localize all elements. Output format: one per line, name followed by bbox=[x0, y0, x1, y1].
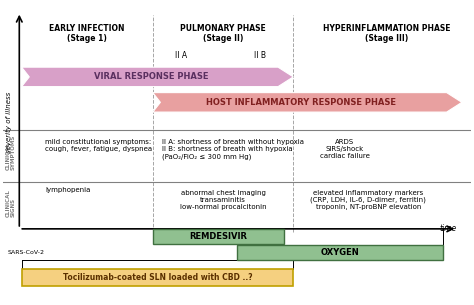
Text: severity of illness: severity of illness bbox=[6, 92, 11, 153]
Text: CLINICAL
SIGNS: CLINICAL SIGNS bbox=[5, 189, 16, 217]
FancyBboxPatch shape bbox=[22, 269, 293, 286]
Text: REMDESIVIR: REMDESIVIR bbox=[189, 232, 247, 241]
Text: abnormal chest imaging
transaminitis
low-normal procalcitonin: abnormal chest imaging transaminitis low… bbox=[180, 190, 266, 210]
Text: elevated inflammatory markers
(CRP, LDH, IL-6, D-dimer, ferritin)
troponin, NT-p: elevated inflammatory markers (CRP, LDH,… bbox=[310, 190, 426, 210]
Text: VIRAL RESPONSE PHASE: VIRAL RESPONSE PHASE bbox=[94, 72, 209, 81]
Text: mild constitutional symptoms:
cough, fever, fatigue, dyspnea: mild constitutional symptoms: cough, fev… bbox=[45, 139, 152, 152]
Text: CLINICAL
SYMPTOMS: CLINICAL SYMPTOMS bbox=[5, 135, 16, 170]
Text: Tocilizumab-coated SLN loaded with CBD ..?: Tocilizumab-coated SLN loaded with CBD .… bbox=[63, 273, 252, 282]
Text: SARS-CoV-2: SARS-CoV-2 bbox=[8, 250, 45, 255]
Text: ARDS
SIRS/shock
cardiac failure: ARDS SIRS/shock cardiac failure bbox=[320, 139, 370, 159]
Text: time: time bbox=[440, 224, 457, 233]
Polygon shape bbox=[153, 93, 462, 112]
Text: II A: II A bbox=[175, 51, 187, 60]
Text: HOST INFLAMMATORY RESPONSE PHASE: HOST INFLAMMATORY RESPONSE PHASE bbox=[206, 98, 396, 107]
Text: PULMONARY PHASE
(Stage II): PULMONARY PHASE (Stage II) bbox=[180, 24, 266, 43]
Text: HYPERINFLAMMATION PHASE
(Stage III): HYPERINFLAMMATION PHASE (Stage III) bbox=[323, 24, 451, 43]
Text: EARLY INFECTION
(Stage 1): EARLY INFECTION (Stage 1) bbox=[49, 24, 125, 43]
Text: II A: shortness of breath without hypoxia
II B: shortness of breath with hypoxia: II A: shortness of breath without hypoxi… bbox=[162, 139, 304, 160]
FancyBboxPatch shape bbox=[237, 245, 443, 260]
Text: lymphopenia: lymphopenia bbox=[45, 187, 91, 193]
Text: II B: II B bbox=[255, 51, 266, 60]
Polygon shape bbox=[22, 67, 293, 87]
Text: OXYGEN: OXYGEN bbox=[321, 248, 359, 257]
FancyBboxPatch shape bbox=[153, 229, 284, 244]
